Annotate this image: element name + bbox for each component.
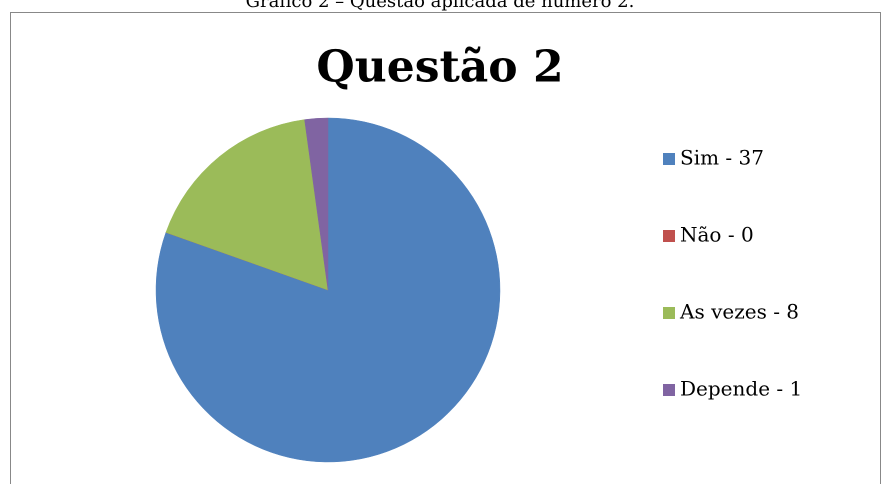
legend-swatch bbox=[663, 307, 675, 319]
chart-title: Questão 2 bbox=[316, 42, 563, 93]
legend-swatch bbox=[663, 384, 675, 396]
legend-label: As vezes - 8 bbox=[679, 300, 799, 324]
legend-label: Sim - 37 bbox=[680, 146, 764, 170]
legend-label: Não - 0 bbox=[680, 223, 754, 247]
legend-label: Depende - 1 bbox=[680, 377, 802, 401]
caption: Gráfico 2 – Questão aplicada de número 2… bbox=[246, 0, 635, 12]
legend-swatch bbox=[663, 153, 675, 165]
pie-slice bbox=[165, 119, 329, 291]
pie-slice bbox=[304, 117, 329, 291]
legend-swatch bbox=[663, 230, 675, 242]
